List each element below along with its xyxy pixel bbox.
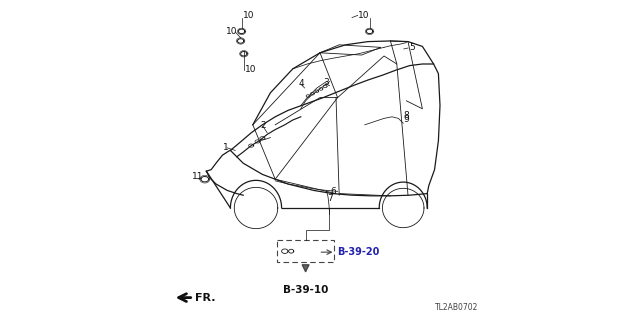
Text: 9: 9 <box>404 116 410 124</box>
Text: B-39-10: B-39-10 <box>283 285 328 295</box>
Text: 5: 5 <box>409 43 415 52</box>
Text: 3: 3 <box>323 78 329 87</box>
Text: 11: 11 <box>192 172 204 181</box>
Text: 1: 1 <box>223 143 229 152</box>
Text: 2: 2 <box>260 121 266 130</box>
Text: 10: 10 <box>226 27 237 36</box>
Text: FR.: FR. <box>195 292 216 303</box>
Text: B-39-20: B-39-20 <box>338 247 380 257</box>
Bar <box>277 240 334 262</box>
Text: TL2AB0702: TL2AB0702 <box>435 303 479 312</box>
Text: 10: 10 <box>245 65 256 74</box>
Text: 7: 7 <box>327 194 333 203</box>
Text: 8: 8 <box>404 111 410 120</box>
Text: 10: 10 <box>358 11 370 20</box>
Text: 10: 10 <box>243 11 254 20</box>
Text: 6: 6 <box>331 188 336 196</box>
Text: 4: 4 <box>298 79 304 88</box>
